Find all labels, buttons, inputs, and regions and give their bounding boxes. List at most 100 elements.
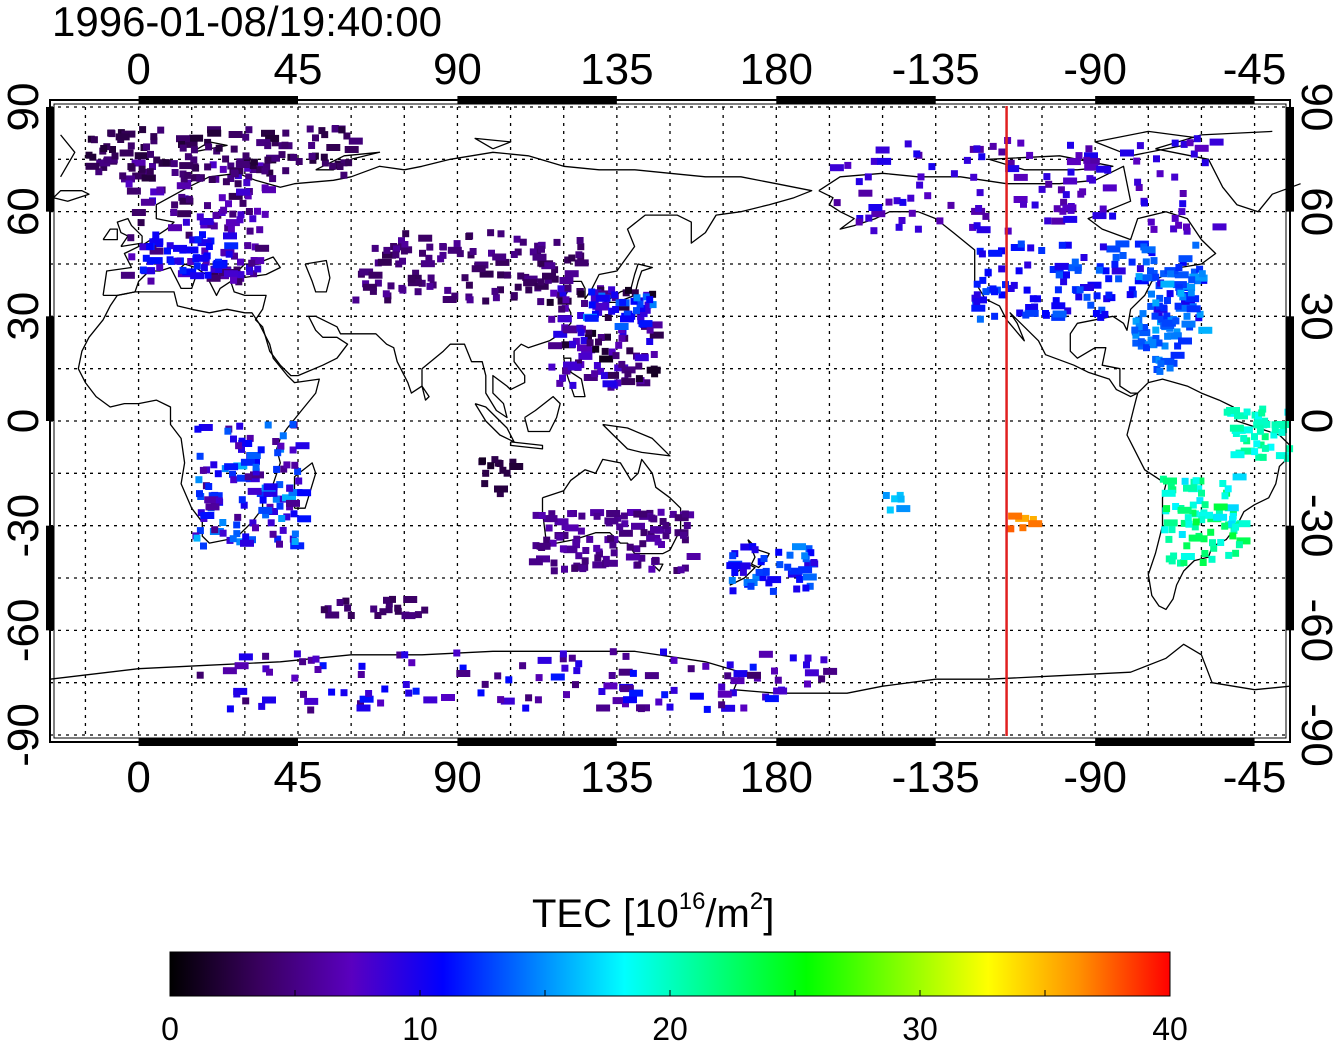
tec-point xyxy=(980,296,987,304)
lon-tick-label-top: -45 xyxy=(1223,45,1287,94)
tec-point xyxy=(1224,485,1232,493)
tec-point xyxy=(1167,270,1175,278)
tec-point xyxy=(235,161,250,168)
tec-point xyxy=(1174,271,1189,279)
tec-point xyxy=(1053,205,1061,213)
tec-point xyxy=(418,279,426,287)
tec-point xyxy=(143,143,150,151)
tec-point xyxy=(1257,441,1265,449)
tec-point xyxy=(168,224,182,232)
tec-point xyxy=(497,271,505,279)
tec-point xyxy=(290,153,298,161)
tec-point xyxy=(605,519,613,527)
tec-point xyxy=(1143,344,1150,352)
tec-point xyxy=(1192,241,1200,249)
tec-point xyxy=(509,458,517,466)
tec-point xyxy=(338,126,346,134)
plot-title: 1996-01-08/19:40:00 xyxy=(52,0,442,45)
tec-point xyxy=(412,269,420,277)
lon-tick-label-bottom: 90 xyxy=(433,753,482,802)
tec-point xyxy=(1142,258,1150,266)
tec-point xyxy=(262,511,270,519)
tec-point xyxy=(1236,537,1251,545)
tec-point xyxy=(425,254,433,262)
tec-point xyxy=(513,235,521,243)
tec-point xyxy=(1175,284,1183,292)
tec-point xyxy=(585,334,592,342)
coastline xyxy=(304,259,331,293)
tec-point xyxy=(559,289,567,297)
tec-point xyxy=(1149,339,1157,346)
tec-point xyxy=(488,249,495,257)
tec-point xyxy=(1136,142,1144,150)
lon-tick-label-top: 45 xyxy=(274,45,323,94)
tec-point xyxy=(184,153,192,161)
tec-point xyxy=(947,201,955,209)
tec-point xyxy=(855,218,863,226)
tec-point xyxy=(170,209,178,216)
tec-point xyxy=(196,671,204,679)
tec-point xyxy=(670,656,678,664)
tec-point xyxy=(612,352,620,360)
colorbar-title: TEC [1016/m2] xyxy=(532,890,774,937)
tec-point xyxy=(1171,173,1179,181)
tec-point xyxy=(170,160,178,168)
tec-point xyxy=(1148,290,1155,298)
tec-point xyxy=(594,289,602,297)
tec-point xyxy=(534,248,542,256)
tec-point xyxy=(304,697,319,705)
tec-point xyxy=(293,650,301,658)
tec-point xyxy=(229,210,237,218)
tec-point xyxy=(871,210,886,218)
tec-point xyxy=(190,272,205,280)
tec-point xyxy=(294,467,302,475)
tec-point xyxy=(229,535,237,543)
tec-point xyxy=(204,138,212,146)
tec-point xyxy=(168,257,176,265)
tec-point xyxy=(492,294,500,302)
tec-point xyxy=(219,519,227,526)
tec-point xyxy=(548,363,556,371)
tec-point xyxy=(998,148,1006,156)
tec-point xyxy=(564,256,572,264)
tec-point xyxy=(402,230,410,238)
tec-point xyxy=(309,156,317,164)
tec-point xyxy=(577,527,585,535)
tec-point xyxy=(751,546,759,554)
lon-tick-label-bottom: 45 xyxy=(274,753,323,802)
tec-point xyxy=(176,135,190,143)
tec-point xyxy=(237,271,245,279)
tec-point xyxy=(1087,301,1095,309)
tec-point xyxy=(1015,267,1023,275)
tec-point xyxy=(194,425,202,433)
tec-point xyxy=(534,696,542,704)
tec-point xyxy=(1197,477,1205,485)
tec-point xyxy=(774,676,782,684)
tec-point xyxy=(633,545,641,553)
tec-point xyxy=(96,159,111,167)
tec-point xyxy=(187,258,195,265)
tec-point xyxy=(238,445,245,453)
tec-point xyxy=(215,266,223,273)
tec-point xyxy=(414,288,422,296)
tec-point xyxy=(1067,141,1074,149)
tec-point xyxy=(496,490,504,498)
frame-bar-top xyxy=(457,96,617,104)
lon-tick-label-top: 180 xyxy=(740,45,813,94)
tec-point xyxy=(214,470,222,478)
tec-point xyxy=(196,213,204,221)
tec-point xyxy=(236,422,244,430)
tec-point xyxy=(789,654,797,662)
tec-point xyxy=(234,513,242,521)
tec-point xyxy=(572,539,580,546)
tec-point xyxy=(1177,506,1192,514)
tec-point xyxy=(1057,186,1065,194)
tec-point xyxy=(542,272,556,280)
frame-bar-left xyxy=(46,316,54,421)
tec-point xyxy=(998,291,1006,299)
tec-point xyxy=(528,558,543,566)
tec-point xyxy=(295,477,303,485)
frame-bar-right xyxy=(1286,316,1294,421)
axis-tick-labels: 0045459090135135180180-135-135-90-90-45-… xyxy=(0,45,1340,802)
tec-point xyxy=(820,656,828,664)
